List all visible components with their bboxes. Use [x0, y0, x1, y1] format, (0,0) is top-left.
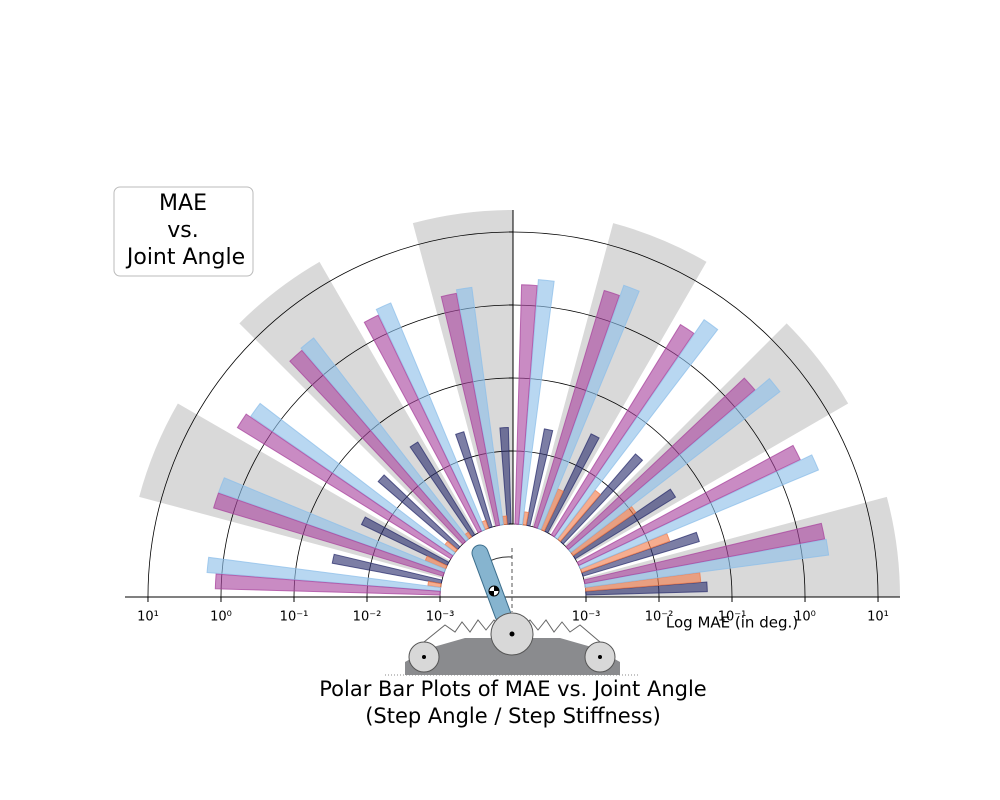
bar	[300, 337, 470, 543]
axle	[598, 655, 602, 659]
bar	[360, 516, 450, 567]
bar	[583, 522, 826, 585]
link	[472, 545, 511, 623]
bar	[518, 279, 555, 526]
bar	[250, 402, 456, 557]
tick-label: 10⁻¹	[718, 610, 747, 625]
shade-wedge	[139, 403, 450, 579]
bar	[585, 581, 708, 596]
bar	[559, 453, 644, 545]
plot-area: 10⁻³ 10⁻³ 10⁻² 10⁻² 10⁻¹ 10⁻¹ 10⁰ 10⁰ 10¹ 10¹ Log …	[125, 210, 900, 632]
chart-subtitle: (Step Angle / Step Stiffness)	[365, 704, 661, 728]
annotation-box	[113, 186, 254, 277]
bar	[289, 349, 467, 545]
tick-label: 10⁻¹	[280, 610, 309, 625]
bar	[572, 488, 677, 560]
annotation-line: MAE	[159, 191, 207, 216]
annotation-line: Joint Angle	[125, 245, 245, 270]
bar	[236, 413, 454, 560]
hub-axle	[509, 631, 515, 637]
bar	[550, 323, 695, 538]
bar	[536, 284, 640, 531]
bar	[543, 433, 600, 534]
base	[405, 638, 620, 675]
axle	[422, 655, 426, 659]
bar	[214, 573, 441, 596]
axis-label: Log MAE (in deg.)	[666, 614, 798, 632]
bar	[206, 556, 442, 592]
bar	[212, 492, 445, 577]
bar	[455, 286, 504, 526]
annotation-line: vs.	[167, 218, 198, 243]
tick-label: 10⁰	[794, 610, 816, 625]
chart-title: Polar Bar Plots of MAE vs. Joint Angle	[319, 677, 706, 701]
bar	[525, 428, 554, 527]
bar	[581, 531, 700, 577]
mechanism-diagram	[385, 544, 640, 676]
tick-label: 10¹	[137, 610, 159, 625]
shade-wedge	[531, 223, 707, 534]
bar	[218, 477, 447, 574]
spring	[423, 619, 501, 643]
bar	[533, 289, 620, 529]
bar	[440, 292, 501, 527]
bar	[363, 314, 483, 534]
bar	[375, 302, 486, 532]
bar	[455, 431, 493, 529]
center-of-mass-fill	[489, 586, 499, 596]
bar	[331, 553, 443, 585]
bar	[377, 474, 461, 551]
spring	[523, 619, 601, 643]
bar	[584, 538, 830, 588]
bar	[409, 441, 476, 538]
bar	[565, 377, 756, 551]
bar	[578, 454, 820, 570]
bar	[514, 284, 538, 525]
tick-label: 10⁰	[210, 610, 232, 625]
tick-label: 10⁻³	[426, 610, 455, 625]
bar	[553, 319, 719, 540]
tick-label: 10⁻³	[572, 610, 601, 625]
bar	[576, 444, 801, 567]
tick-label: 10¹	[867, 610, 889, 625]
tick-label: 10⁻²	[353, 610, 382, 625]
tick-label: 10⁻²	[645, 610, 674, 625]
bar	[567, 377, 781, 554]
